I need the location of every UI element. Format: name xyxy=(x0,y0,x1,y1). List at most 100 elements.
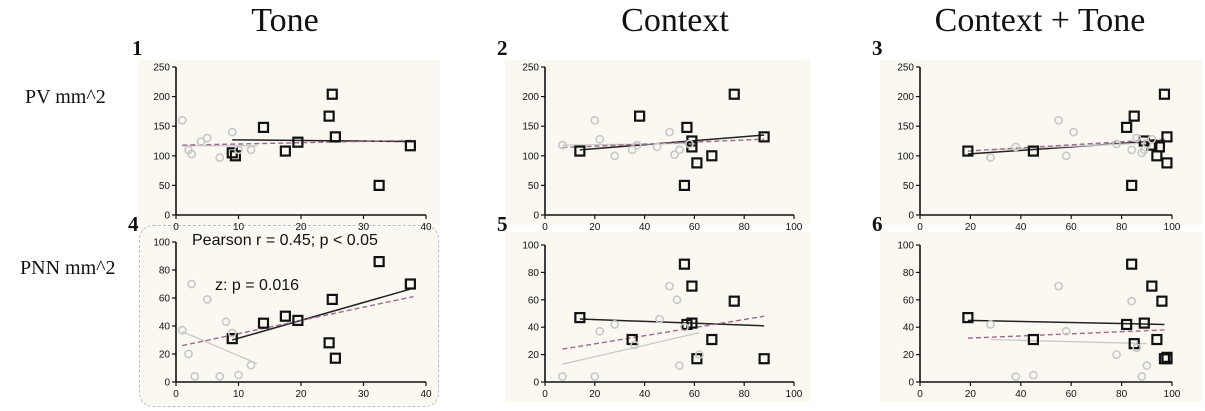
square-point-6-2 xyxy=(1121,318,1133,331)
fit-line-dashed-5 xyxy=(562,315,765,350)
x-tick-label-1-3: 30 xyxy=(358,222,370,233)
y-tick-label-3-2: 100 xyxy=(897,151,914,162)
circle-point-2-5 xyxy=(632,140,642,150)
circle-point-5-8 xyxy=(675,361,684,370)
square-point-5-4 xyxy=(686,280,698,292)
y-tick-label-3-5: 250 xyxy=(897,63,914,74)
x-tick-label-4-3: 30 xyxy=(358,389,370,400)
square-point-3-0 xyxy=(962,145,974,157)
x-tick-label-6-0: 0 xyxy=(917,389,923,400)
x-tick-label-5-4: 80 xyxy=(739,389,751,400)
circle-point-6-3 xyxy=(1054,281,1063,291)
square-point-4-6 xyxy=(329,352,341,364)
x-tick-label-4-2: 20 xyxy=(295,389,307,400)
circle-point-5-7 xyxy=(672,295,682,305)
square-point-2-3 xyxy=(681,121,693,133)
circle-point-1-2 xyxy=(187,149,197,159)
circle-point-2-0 xyxy=(558,140,567,150)
fit-line-dashed-4 xyxy=(182,295,414,347)
circle-point-2-2 xyxy=(595,134,605,144)
y-tick-label-4-4: 80 xyxy=(159,266,171,277)
x-tick-label-3-5: 100 xyxy=(1164,222,1181,233)
circle-point-2-6 xyxy=(652,142,662,152)
y-tick-label-3-3: 150 xyxy=(897,122,914,133)
circle-point-6-0 xyxy=(986,320,995,329)
y-tick-label-4-1: 20 xyxy=(159,350,171,361)
circle-point-1-4 xyxy=(202,133,212,143)
square-point-5-6 xyxy=(691,353,703,365)
square-point-1-8 xyxy=(373,179,385,191)
panel-background-2 xyxy=(505,60,810,225)
y-tick-label-5-1: 20 xyxy=(528,350,540,361)
x-tick-label-6-1: 20 xyxy=(965,389,977,400)
y-tick-label-3-4: 200 xyxy=(897,92,914,103)
circle-point-3-4 xyxy=(1069,127,1079,137)
y-tick-label-2-0: 0 xyxy=(533,211,539,222)
row-label-pv: PV mm^2 xyxy=(25,86,106,108)
circle-point-5-1 xyxy=(590,372,600,381)
circle-point-5-6 xyxy=(665,281,674,291)
y-tick-label-5-3: 60 xyxy=(528,295,540,306)
pearson-annotation: Pearson r = 0.45; p < 0.05 xyxy=(192,232,378,249)
circle-point-3-5 xyxy=(1112,139,1121,149)
square-point-3-3 xyxy=(1126,179,1138,191)
y-tick-label-1-4: 200 xyxy=(153,92,170,103)
y-tick-label-4-5: 100 xyxy=(153,238,170,249)
circle-point-4-9 xyxy=(246,360,256,370)
square-point-1-4 xyxy=(292,136,304,148)
fit-line-solid-black-6 xyxy=(967,319,1165,326)
panel-number-2: 2 xyxy=(497,36,508,60)
highlight-callout-box xyxy=(139,225,439,407)
y-tick-label-6-2: 40 xyxy=(903,323,915,334)
x-tick-label-3-4: 80 xyxy=(1116,222,1128,233)
circle-point-6-9 xyxy=(1142,361,1152,370)
x-tick-label-6-2: 40 xyxy=(1015,389,1027,400)
x-tick-label-5-3: 60 xyxy=(689,389,701,400)
square-point-2-2 xyxy=(678,179,691,191)
fit-line-solid-black-2 xyxy=(579,134,765,151)
square-point-5-9 xyxy=(758,353,770,365)
y-tick-label-4-0: 0 xyxy=(164,378,170,389)
panel-number-3: 3 xyxy=(872,36,883,60)
square-point-3-8 xyxy=(1153,141,1166,153)
square-point-2-7 xyxy=(706,150,718,162)
y-tick-label-2-4: 200 xyxy=(522,92,539,103)
x-tick-label-3-1: 20 xyxy=(965,222,977,233)
circle-point-3-2 xyxy=(1054,115,1063,125)
x-tick-label-3-0: 0 xyxy=(917,222,923,233)
circle-point-1-3 xyxy=(196,137,206,146)
circle-point-5-3 xyxy=(610,320,620,329)
z-test-annotation: z: p = 0.016 xyxy=(215,277,300,294)
circle-point-2-10 xyxy=(685,139,694,149)
y-tick-label-5-0: 0 xyxy=(533,378,539,389)
square-point-3-4 xyxy=(1128,110,1140,122)
y-tick-label-5-4: 80 xyxy=(528,268,540,279)
x-tick-label-3-2: 40 xyxy=(1015,222,1027,233)
y-tick-label-1-2: 100 xyxy=(153,151,170,162)
x-tick-label-1-2: 20 xyxy=(295,222,307,233)
x-tick-label-4-4: 40 xyxy=(420,389,432,400)
square-point-1-9 xyxy=(404,140,416,152)
square-point-4-4 xyxy=(323,337,335,349)
square-point-4-0 xyxy=(226,333,238,345)
circle-point-6-2 xyxy=(1029,370,1038,380)
circle-point-6-5 xyxy=(1112,350,1121,359)
x-tick-label-5-0: 0 xyxy=(542,389,548,400)
fit-line-solid-grey-5 xyxy=(562,332,700,365)
circle-point-1-7 xyxy=(234,145,243,155)
circle-point-4-8 xyxy=(234,370,243,380)
square-point-4-7 xyxy=(373,256,385,268)
square-point-2-6 xyxy=(691,157,703,169)
square-point-6-8 xyxy=(1156,295,1168,307)
square-point-6-11 xyxy=(1161,353,1173,365)
circle-point-3-10 xyxy=(1142,139,1152,149)
y-tick-label-6-3: 60 xyxy=(903,295,915,306)
circle-point-5-5 xyxy=(655,314,664,324)
circle-point-2-9 xyxy=(675,145,684,155)
x-tick-label-1-4: 40 xyxy=(420,222,432,233)
square-point-5-1 xyxy=(626,333,638,346)
fit-line-dashed-1 xyxy=(182,139,414,146)
circle-point-6-1 xyxy=(1011,372,1021,381)
y-tick-label-1-0: 0 xyxy=(164,211,170,222)
